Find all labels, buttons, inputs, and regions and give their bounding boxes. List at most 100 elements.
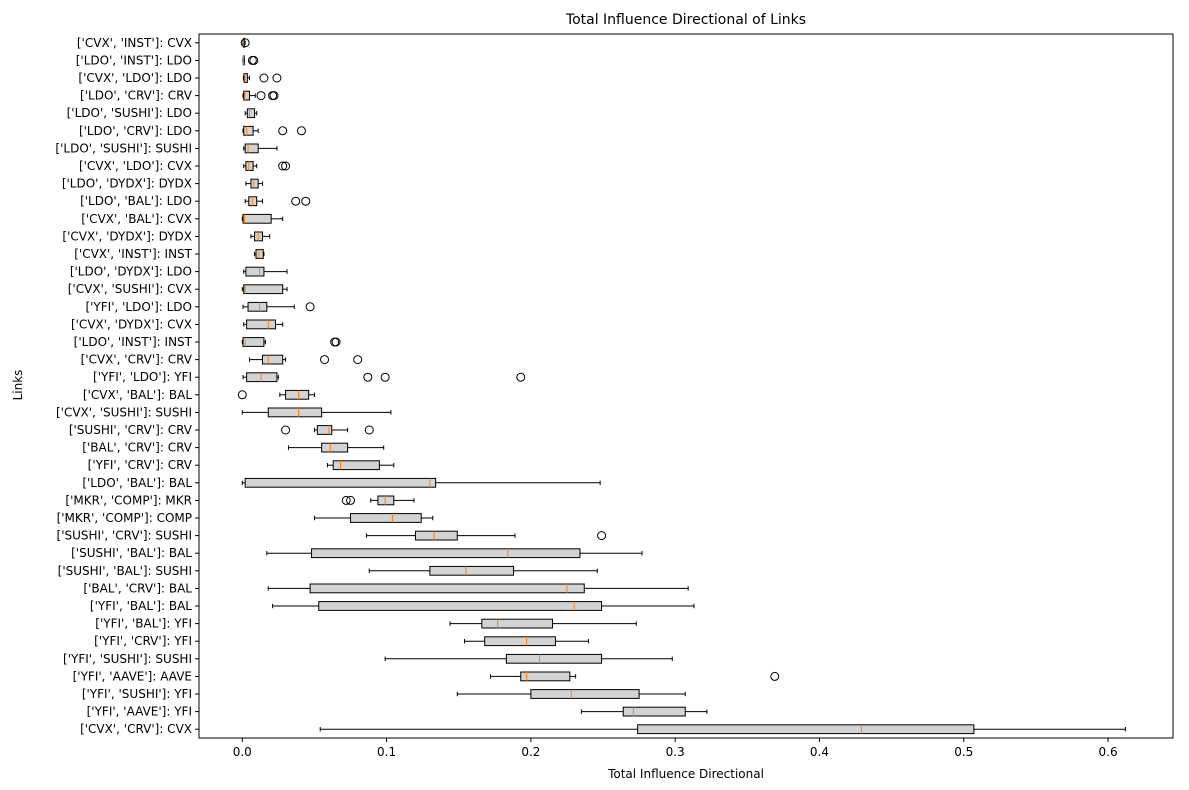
box-iqr xyxy=(309,583,585,594)
box-39 xyxy=(319,724,1126,735)
box-iqr xyxy=(243,284,284,295)
box-iqr xyxy=(242,337,265,347)
box-9 xyxy=(244,196,311,207)
box-27 xyxy=(313,513,434,523)
x-tick-label: 0.0 xyxy=(233,745,252,759)
y-tick-label: ['CVX', 'DYDX']: DYDX xyxy=(62,229,192,243)
box-14 xyxy=(241,284,288,295)
outlier-point xyxy=(278,161,288,171)
box-iqr xyxy=(484,636,556,647)
box-15 xyxy=(242,301,315,312)
box-0 xyxy=(240,37,250,48)
box-11 xyxy=(250,231,271,242)
x-tick-label: 0.6 xyxy=(1099,745,1118,759)
box-19 xyxy=(242,372,526,383)
outlier-point xyxy=(516,372,526,382)
box-32 xyxy=(272,601,695,611)
box-28 xyxy=(365,530,607,541)
y-tick-label: ['CVX', 'SUSHI']: SUSHI xyxy=(56,405,192,419)
box-iqr xyxy=(622,706,686,717)
box-17 xyxy=(241,337,341,347)
outlier-point xyxy=(249,55,259,65)
box-iqr xyxy=(243,125,254,136)
y-tick-label: ['YFI', 'AAVE']: YFI xyxy=(87,705,192,719)
y-tick-label: ['LDO', 'SUSHI']: LDO xyxy=(67,106,192,120)
y-tick-label: ['YFI', 'LDO']: YFI xyxy=(93,370,192,384)
box-iqr xyxy=(243,73,248,83)
y-tick-label: ['LDO', 'CRV']: LDO xyxy=(79,124,192,138)
box-iqr xyxy=(311,548,581,559)
box-iqr xyxy=(414,530,458,541)
box-iqr xyxy=(244,143,259,154)
box-iqr xyxy=(250,178,259,189)
axes: ['CVX', 'INST']: CVX ['LDO', 'INST']: LDO… xyxy=(55,33,1174,759)
y-tick-label: ['MKR', 'COMP']: COMP xyxy=(57,511,192,525)
y-tick-label: ['SUSHI', 'CRV']: SUSHI xyxy=(57,529,192,543)
box-iqr xyxy=(505,653,603,664)
y-tick-label: ['SUSHI', 'CRV']: CRV xyxy=(69,423,193,437)
box-20 xyxy=(237,389,315,400)
box-34 xyxy=(464,636,590,647)
y-tick-label: ['SUSHI', 'BAL']: BAL xyxy=(71,546,192,560)
outlier-point xyxy=(281,425,291,435)
y-tick-label: ['LDO', 'CRV']: CRV xyxy=(80,89,193,103)
box-iqr xyxy=(255,249,264,259)
outlier-point xyxy=(301,196,311,206)
box-iqr xyxy=(637,724,975,735)
y-tick-label: ['MKR', 'COMP']: MKR xyxy=(65,493,192,507)
box-5 xyxy=(242,125,306,136)
outlier-point xyxy=(291,196,301,206)
box-31 xyxy=(267,583,689,594)
box-iqr xyxy=(520,671,571,682)
box-iqr xyxy=(429,565,515,576)
box-37 xyxy=(456,689,686,699)
y-tick-label: ['CVX', 'INST']: INST xyxy=(74,247,192,261)
box-22 xyxy=(281,425,374,435)
box-iqr xyxy=(242,213,272,224)
box-iqr xyxy=(530,689,640,699)
y-tick-label: ['YFI', 'BAL']: BAL xyxy=(90,599,192,613)
y-tick-label: ['LDO', 'INST']: INST xyxy=(74,335,193,349)
y-tick-label: ['CVX', 'BAL']: BAL xyxy=(83,388,192,402)
outlier-point xyxy=(305,302,315,312)
y-tick-label: ['YFI', 'BAL']: YFI xyxy=(95,617,192,631)
x-tick-label: 0.5 xyxy=(954,745,973,759)
axes-frame xyxy=(198,33,1174,739)
outlier-point xyxy=(353,355,363,365)
outlier-point xyxy=(346,495,356,505)
y-tick-label: ['CVX', 'LDO']: LDO xyxy=(78,71,192,85)
box-35 xyxy=(384,653,673,664)
y-tick-label: ['CVX', 'BAL']: CVX xyxy=(81,212,192,226)
y-tick-label: ['BAL', 'CRV']: BAL xyxy=(83,581,192,595)
y-tick-label: ['BAL', 'CRV']: CRV xyxy=(82,441,193,455)
box-iqr xyxy=(350,513,422,523)
box-iqr xyxy=(267,407,323,418)
box-33 xyxy=(449,618,637,629)
outlier-point xyxy=(281,161,291,171)
box-iqr xyxy=(481,618,554,629)
box-30 xyxy=(368,565,598,576)
y-tick-label: ['CVX', 'LDO']: CVX xyxy=(79,159,192,173)
outlier-point xyxy=(269,91,279,101)
y-axis-label: Links xyxy=(11,370,25,401)
outlier-point xyxy=(278,126,288,136)
x-tick-label: 0.1 xyxy=(377,745,396,759)
box-12 xyxy=(254,249,265,259)
y-tick-label: ['LDO', 'BAL']: LDO xyxy=(80,194,192,208)
box-25 xyxy=(241,477,601,488)
y-tick-label: ['CVX', 'CRV']: CRV xyxy=(81,353,193,367)
outlier-point xyxy=(363,372,373,382)
outlier-point xyxy=(320,355,330,365)
plot-area xyxy=(237,37,1126,735)
box-1 xyxy=(242,55,259,66)
box-8 xyxy=(245,178,263,189)
box-iqr xyxy=(316,425,333,435)
y-tick-label: ['YFI', 'CRV']: YFI xyxy=(94,634,192,648)
y-tick-label: ['LDO', 'SUSHI']: SUSHI xyxy=(55,141,192,155)
x-tick-label: 0.4 xyxy=(810,745,829,759)
box-iqr xyxy=(321,442,349,453)
y-tick-label: ['YFI', 'CRV']: CRV xyxy=(88,458,193,472)
box-36 xyxy=(489,671,780,682)
box-38 xyxy=(580,706,708,717)
